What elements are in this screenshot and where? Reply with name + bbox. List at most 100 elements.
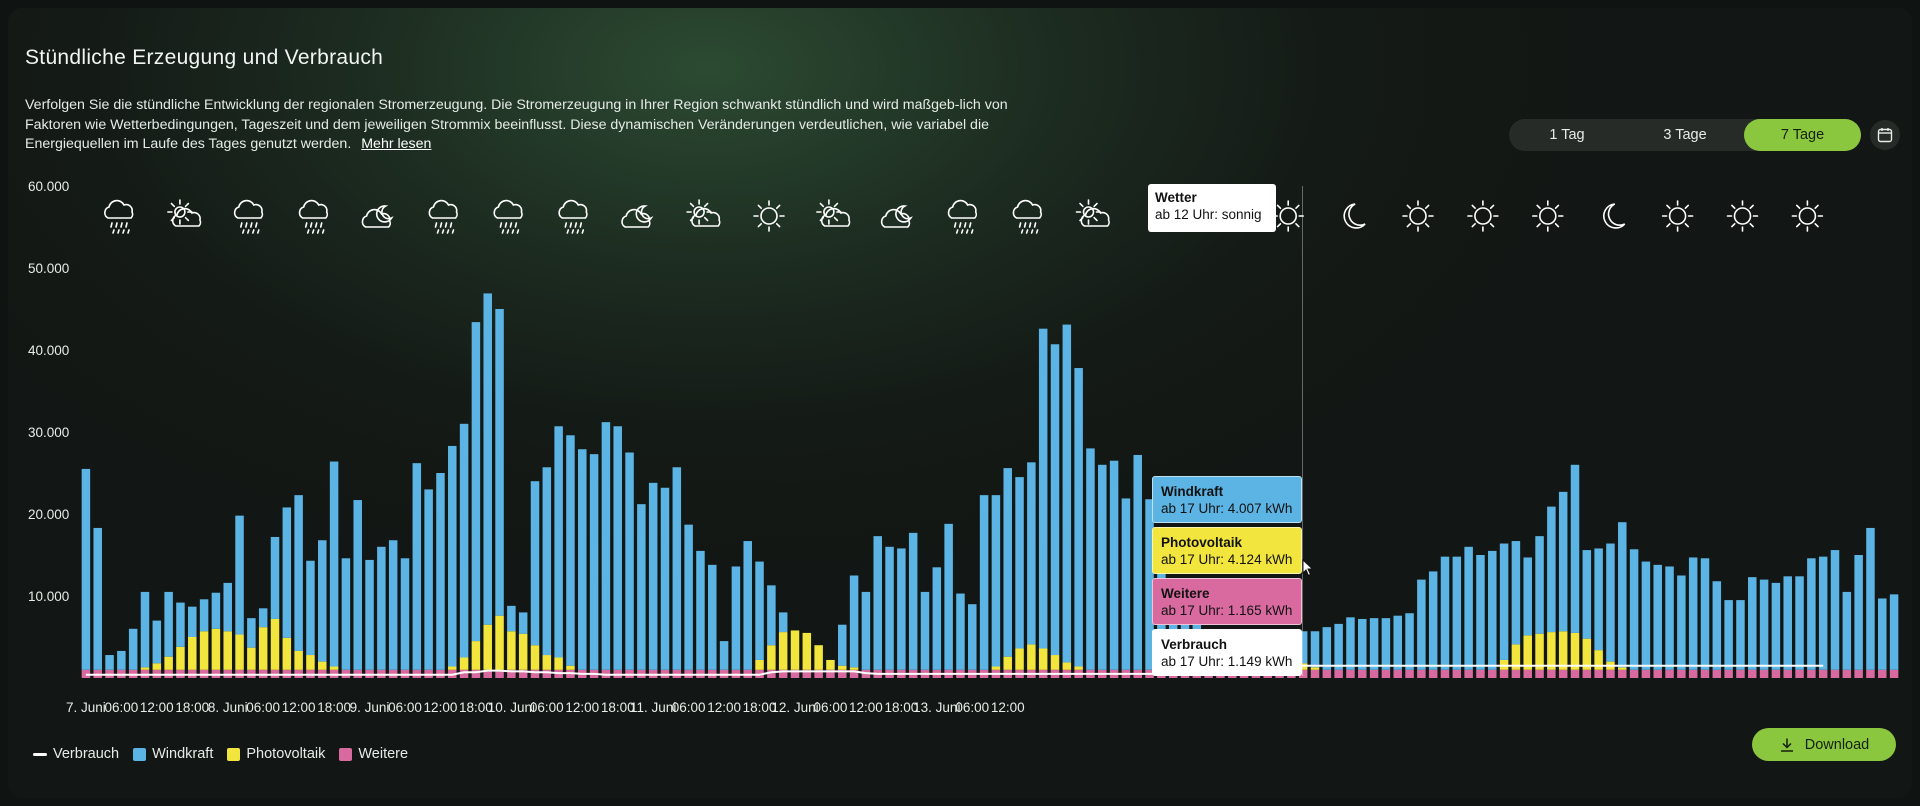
bar-photovoltaik[interactable] [838, 665, 847, 670]
bar-photovoltaik[interactable] [1003, 656, 1012, 670]
bar-windkraft[interactable] [908, 532, 918, 670]
bar-weitere[interactable] [1535, 669, 1544, 678]
bar-weitere[interactable] [1417, 669, 1426, 678]
bar-windkraft[interactable] [365, 559, 374, 670]
bar-weitere[interactable] [1724, 669, 1733, 678]
bar-weitere[interactable] [838, 669, 847, 678]
bar-weitere[interactable] [1748, 669, 1757, 678]
bar-weitere[interactable] [1393, 669, 1402, 678]
calendar-button[interactable] [1870, 120, 1900, 150]
bar-windkraft[interactable] [400, 558, 410, 670]
bar-windkraft[interactable] [235, 515, 244, 635]
bar-windkraft[interactable] [838, 624, 847, 666]
bar-windkraft[interactable] [424, 489, 433, 670]
bar-windkraft[interactable] [341, 558, 351, 670]
bar-weitere[interactable] [1653, 669, 1662, 678]
bar-windkraft[interactable] [1334, 623, 1343, 670]
bar-windkraft[interactable] [1086, 448, 1095, 670]
bar-windkraft[interactable] [1464, 546, 1473, 670]
bar-weitere[interactable] [1795, 669, 1804, 678]
bar-photovoltaik[interactable] [318, 661, 327, 670]
bar-windkraft[interactable] [1003, 468, 1012, 657]
bar-windkraft[interactable] [377, 546, 386, 670]
bar-windkraft[interactable] [448, 445, 457, 667]
bar-windkraft[interactable] [211, 592, 221, 629]
bar-windkraft[interactable] [956, 593, 965, 670]
bar-windkraft[interactable] [412, 463, 422, 670]
bar-weitere[interactable] [1688, 669, 1698, 678]
bar-weitere[interactable] [1889, 669, 1899, 678]
bar-weitere[interactable] [778, 669, 788, 678]
bar-windkraft[interactable] [1629, 549, 1639, 670]
bar-windkraft[interactable] [968, 604, 977, 670]
bar-windkraft[interactable] [436, 473, 445, 670]
bar-photovoltaik[interactable] [235, 634, 244, 670]
bar-weitere[interactable] [471, 669, 481, 678]
bar-windkraft[interactable] [625, 452, 634, 670]
bar-windkraft[interactable] [672, 467, 682, 670]
bar-windkraft[interactable] [495, 309, 504, 616]
bar-weitere[interactable] [1736, 669, 1745, 678]
bar-weitere[interactable] [1582, 669, 1592, 678]
bar-windkraft[interactable] [1594, 548, 1603, 651]
bar-photovoltaik[interactable] [1558, 631, 1568, 670]
bar-windkraft[interactable] [152, 620, 162, 664]
bar-windkraft[interactable] [105, 655, 114, 670]
bar-windkraft[interactable] [306, 560, 315, 656]
bar-weitere[interactable] [1346, 669, 1355, 678]
bar-photovoltaik[interactable] [448, 666, 457, 670]
bar-weitere[interactable] [1499, 669, 1509, 678]
bar-windkraft[interactable] [1677, 575, 1686, 670]
bar-windkraft[interactable] [1807, 558, 1816, 670]
bar-weitere[interactable] [814, 669, 823, 678]
bar-windkraft[interactable] [755, 561, 764, 660]
bar-photovoltaik[interactable] [164, 656, 173, 670]
bar-windkraft[interactable] [258, 608, 268, 628]
legend-item-weitere[interactable]: Weitere [339, 746, 408, 762]
bar-photovoltaik[interactable] [1015, 648, 1024, 670]
bar-windkraft[interactable] [294, 495, 303, 651]
bar-windkraft[interactable] [1558, 491, 1568, 632]
bar-weitere[interactable] [1641, 669, 1651, 678]
bar-photovoltaik[interactable] [282, 637, 292, 670]
bar-weitere[interactable] [1665, 669, 1674, 678]
bar-windkraft[interactable] [1381, 618, 1391, 670]
bar-windkraft[interactable] [518, 612, 528, 634]
bar-photovoltaik[interactable] [802, 632, 812, 670]
bar-photovoltaik[interactable] [814, 645, 823, 670]
bar-windkraft[interactable] [897, 548, 906, 670]
bar-photovoltaik[interactable] [176, 646, 185, 670]
bar-windkraft[interactable] [1038, 328, 1048, 649]
bar-weitere[interactable] [1405, 669, 1414, 678]
legend-item-windkraft[interactable]: Windkraft [133, 746, 213, 762]
download-button[interactable]: Download [1752, 728, 1896, 761]
bar-weitere[interactable] [1629, 669, 1639, 678]
bar-photovoltaik[interactable] [778, 632, 788, 670]
bar-windkraft[interactable] [117, 650, 126, 670]
bar-weitere[interactable] [1558, 669, 1568, 678]
bar-windkraft[interactable] [247, 618, 256, 648]
bar-weitere[interactable] [1818, 669, 1828, 678]
bar-windkraft[interactable] [932, 567, 942, 670]
bar-windkraft[interactable] [1109, 460, 1119, 670]
bar-weitere[interactable] [1358, 669, 1367, 678]
bar-photovoltaik[interactable] [1038, 648, 1048, 670]
bar-windkraft[interactable] [388, 540, 398, 670]
bar-windkraft[interactable] [176, 602, 185, 647]
bar-weitere[interactable] [1570, 669, 1580, 678]
bar-weitere[interactable] [459, 669, 469, 678]
bar-windkraft[interactable] [1535, 536, 1544, 634]
bar-photovoltaik[interactable] [1050, 655, 1060, 670]
bar-weitere[interactable] [1476, 669, 1485, 678]
bar-weitere[interactable] [1428, 669, 1438, 678]
bar-weitere[interactable] [1322, 669, 1332, 678]
bar-windkraft[interactable] [81, 468, 91, 670]
bar-windkraft[interactable] [589, 454, 599, 670]
bar-photovoltaik[interactable] [1074, 666, 1083, 670]
bar-photovoltaik[interactable] [542, 655, 552, 670]
bar-weitere[interactable] [1594, 669, 1603, 678]
bar-weitere[interactable] [495, 669, 504, 678]
bar-weitere[interactable] [1807, 669, 1816, 678]
bar-weitere[interactable] [1488, 669, 1497, 678]
bar-weitere[interactable] [1310, 669, 1320, 678]
